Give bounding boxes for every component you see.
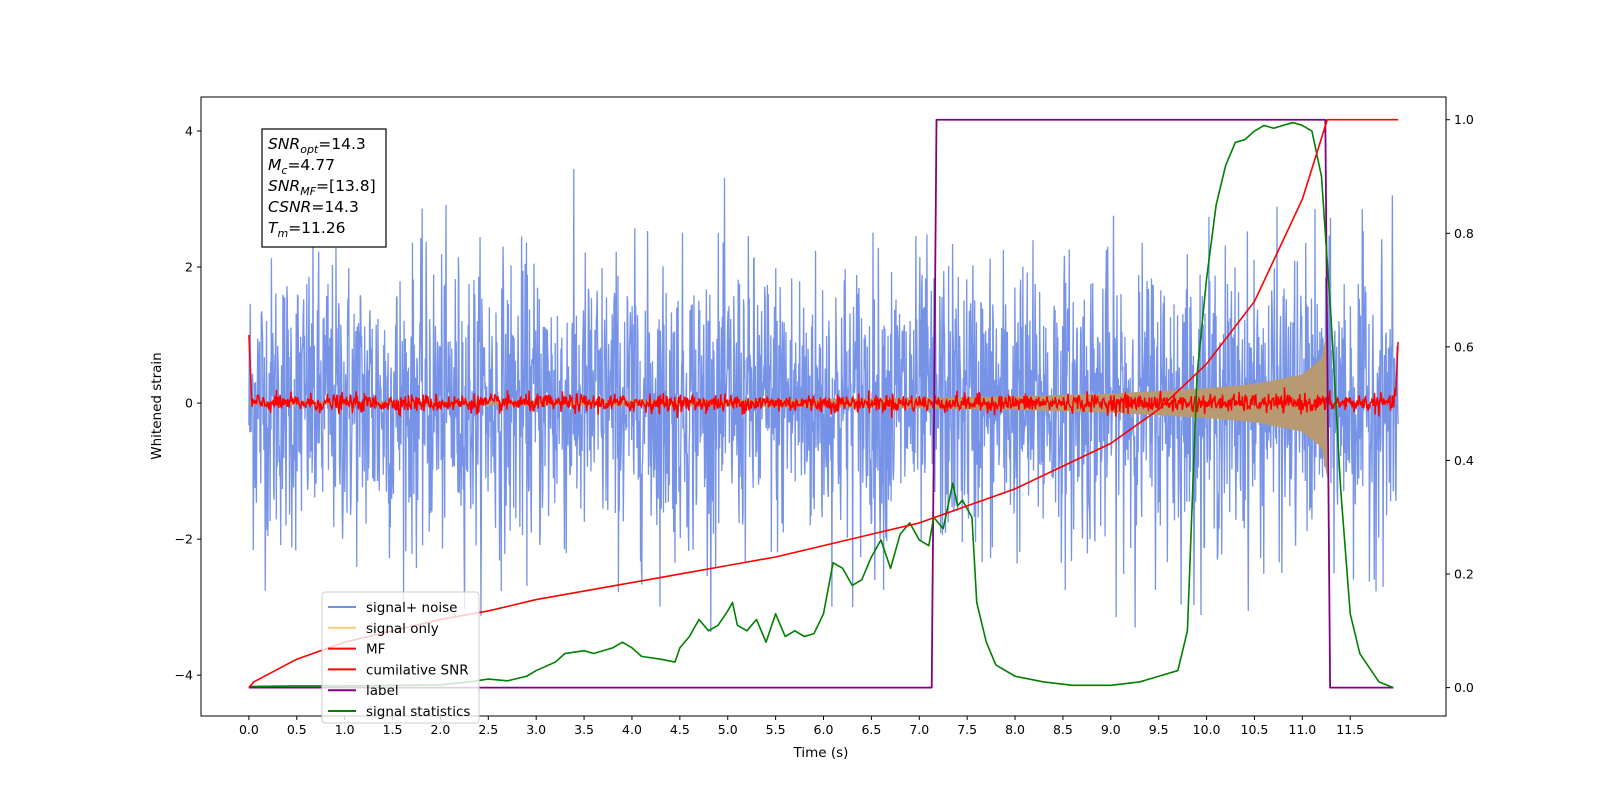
x-tick-label: 6.5 bbox=[861, 722, 881, 737]
y-axis-label: Whitened strain bbox=[149, 352, 165, 459]
stats-line: SNRMF=[13.8] bbox=[268, 177, 376, 198]
x-tick-label: 8.0 bbox=[1005, 722, 1025, 737]
legend-entry: signal statistics bbox=[366, 704, 470, 720]
y2-axis-ticks: 0.0 0.2 0.4 0.6 0.8 1.0 bbox=[1446, 112, 1474, 695]
y-tick-label: 0 bbox=[185, 396, 193, 411]
signal-noise-line bbox=[248, 169, 1399, 632]
signal-noise-layer bbox=[248, 169, 1399, 632]
x-axis-label: Time (s) bbox=[793, 745, 849, 761]
x-tick-label: 9.5 bbox=[1149, 722, 1169, 737]
x-tick-label: 6.0 bbox=[814, 722, 834, 737]
y2-tick-label: 0.0 bbox=[1454, 680, 1474, 695]
x-tick-label: 2.5 bbox=[478, 722, 498, 737]
y2-tick-label: 0.2 bbox=[1454, 567, 1474, 582]
legend-entry: signal+ noise bbox=[366, 600, 457, 616]
x-tick-label: 1.0 bbox=[335, 722, 355, 737]
stats-line: CSNR=14.3 bbox=[268, 198, 359, 216]
x-tick-label: 7.0 bbox=[909, 722, 929, 737]
legend-entry: label bbox=[366, 683, 399, 699]
x-tick-label: 8.5 bbox=[1053, 722, 1073, 737]
plot-area bbox=[248, 118, 1399, 689]
legend-entry: cumilative SNR bbox=[366, 662, 469, 678]
x-tick-label: 5.0 bbox=[718, 722, 738, 737]
x-tick-label: 0.0 bbox=[239, 722, 259, 737]
label-line bbox=[248, 118, 1394, 689]
signal-statistics-line bbox=[248, 121, 1394, 689]
stats-line: Mc=4.77 bbox=[268, 156, 335, 177]
x-tick-label: 10.5 bbox=[1241, 722, 1269, 737]
legend-frame bbox=[321, 591, 480, 724]
legend: signal+ noise signal only MF cumilative SNR… bbox=[321, 591, 480, 724]
x-tick-label: 5.5 bbox=[766, 722, 786, 737]
x-tick-label: 1.5 bbox=[383, 722, 403, 737]
x-tick-label: 2.0 bbox=[430, 722, 450, 737]
y2-tick-label: 0.8 bbox=[1454, 226, 1474, 241]
x-tick-label: 4.0 bbox=[622, 722, 642, 737]
stats-box-frame bbox=[261, 128, 387, 248]
y-axis-ticks: −4 −2 0 2 4 bbox=[175, 124, 201, 683]
mf-line bbox=[248, 335, 1399, 419]
y-tick-label: 2 bbox=[185, 260, 193, 275]
x-tick-label: 10.0 bbox=[1193, 722, 1221, 737]
y-tick-label: −4 bbox=[175, 668, 193, 683]
x-tick-label: 3.0 bbox=[526, 722, 546, 737]
x-tick-label: 11.5 bbox=[1336, 722, 1364, 737]
y2-tick-label: 0.4 bbox=[1454, 453, 1474, 468]
y-tick-label: 4 bbox=[185, 124, 193, 139]
stats-line: SNRopt=14.3 bbox=[268, 135, 366, 156]
y2-tick-label: 1.0 bbox=[1454, 112, 1474, 127]
x-tick-label: 3.5 bbox=[574, 722, 594, 737]
x-tick-label: 0.5 bbox=[287, 722, 307, 737]
x-tick-label: 7.5 bbox=[957, 722, 977, 737]
legend-entry: MF bbox=[366, 642, 385, 658]
x-tick-label: 11.0 bbox=[1288, 722, 1316, 737]
mf-layer bbox=[248, 335, 1399, 419]
legend-entry: signal only bbox=[366, 621, 439, 637]
x-tick-label: 4.5 bbox=[670, 722, 690, 737]
x-axis-ticks: 0.0 0.5 1.0 1.5 2.0 2.5 3.0 3.5 4.0 4.5 5.0 5.5 6.0 6… bbox=[239, 716, 1364, 737]
y2-tick-label: 0.6 bbox=[1454, 339, 1474, 354]
stats-line: Tm=11.26 bbox=[268, 219, 346, 240]
x-tick-label: 9.0 bbox=[1101, 722, 1121, 737]
y-tick-label: −2 bbox=[175, 532, 193, 547]
